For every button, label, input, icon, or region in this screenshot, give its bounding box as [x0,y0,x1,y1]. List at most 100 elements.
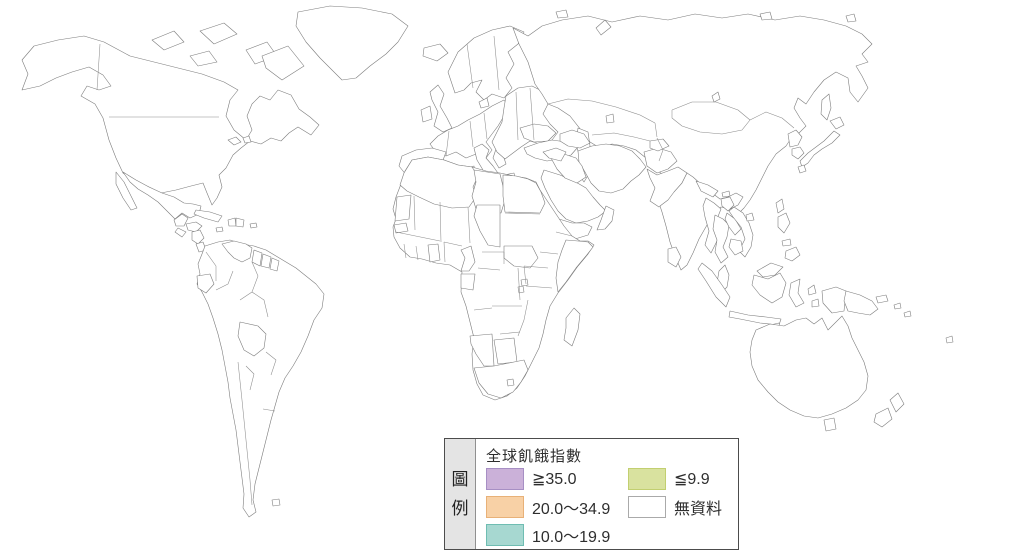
country-madagascar [563,307,581,347]
falkland-islands [271,498,281,507]
legend-label: 10.0～19.9 [532,529,611,546]
country-australia [749,315,869,419]
legend-swatch-le9 [628,468,666,490]
country-guyana [251,249,263,267]
country-greenland [295,5,409,81]
country-iraq [550,153,587,184]
country-nicaragua [191,229,205,245]
country-nepal [695,180,719,198]
country-papua-new-guinea [843,290,879,316]
arctic-island-baffin [261,45,305,81]
region-caucasus [559,129,591,149]
country-ecuador [196,273,215,294]
legend-label: ≦9.9 [674,471,710,488]
country-haiti [227,217,237,227]
country-malaysia-borneo [756,262,784,278]
country-ghana [427,243,441,263]
legend-item: 無資料 [628,496,722,518]
country-syria [542,147,567,162]
country-gabon [460,273,476,291]
legend-item: 20.0～34.9 [486,496,610,518]
island-molucca [807,284,817,296]
arctic-island [189,50,218,67]
country-tajikistan [649,138,670,152]
lake-baikal [711,91,721,103]
country-somalia [555,239,594,293]
country-sri-lanka [667,246,682,268]
region-western-sahara [394,194,412,222]
country-botswana [493,337,518,365]
country-dominican-republic [235,217,245,228]
legend-column-2: ≦9.9 無資料 [628,468,722,518]
island-hokkaido [829,116,845,130]
country-cambodia [728,238,744,256]
legend-label: 20.0～34.9 [532,501,611,518]
island-honshu [799,130,841,168]
legend-swatch-ge35 [486,468,524,490]
region-scandinavia [447,25,525,101]
legend-item: ≧35.0 [486,468,610,490]
internal-borders [96,35,795,506]
country-bhutan [721,190,731,198]
country-cuba [193,209,223,223]
country-saudi-arabia [540,169,607,224]
island-java [728,310,782,326]
lake-victoria [520,278,529,287]
island-tasmania [823,417,837,432]
legend-title: 全球飢餓指數 [486,448,583,465]
country-chad [473,204,501,248]
country-senegal [393,222,409,234]
country-solomon-islands [893,302,902,310]
legend-box: 圖 例 全球飢餓指數 ≧35.0 20.0～34.9 10.0～19.9 ≦9.… [444,438,739,550]
country-mexico [122,171,202,220]
country-honduras [185,221,203,233]
country-bolivia [237,321,267,357]
country-libya [471,169,506,214]
island-kalimantan [751,272,787,304]
legend-item: 10.0～19.9 [486,524,610,546]
island-kyushu [797,164,807,174]
legend-item: ≦9.9 [628,468,722,490]
country-north-america [21,35,320,206]
region-south-america-green [196,239,325,518]
island-novaya-zemlya [595,19,612,36]
country-venezuela [221,240,253,263]
country-burundi [517,285,525,294]
island-mindanao [784,246,801,262]
country-ireland [420,105,433,123]
country-suriname [260,253,272,269]
aral-sea [605,113,615,124]
country-guatemala [173,213,189,227]
country-uk [429,84,453,133]
country-fiji [945,335,954,344]
country-iran [577,143,647,194]
great-lakes [227,136,242,146]
country-south-korea [791,146,805,160]
country-cameroon [460,245,476,272]
island-svalbard [555,9,569,19]
island-molucca [811,298,820,308]
country-denmark [478,97,490,109]
legend-label: ≧35.0 [532,471,577,488]
country-north-korea [787,129,803,148]
country-french-guiana [269,257,280,272]
region-africa-orange-belt [392,156,595,401]
island-taiwan [775,198,785,214]
legend-tab-char: 例 [451,499,469,518]
country-egypt [502,174,546,214]
country-puerto-rico [249,222,258,229]
legend-tab-char: 圖 [451,470,469,489]
legend-swatch-10-19 [486,524,524,546]
country-el-salvador [174,227,187,238]
island-luzon [777,212,791,234]
island-wrangel [845,13,857,23]
country-vietnam [728,206,754,258]
island-new-siberian [759,11,773,21]
country-bangladesh [720,196,735,212]
arctic-island [151,30,185,51]
legend-label: 無資料 [674,501,723,518]
country-lesotho [506,378,515,387]
country-mexico-baja [115,171,138,211]
island-sulawesi [788,278,805,308]
